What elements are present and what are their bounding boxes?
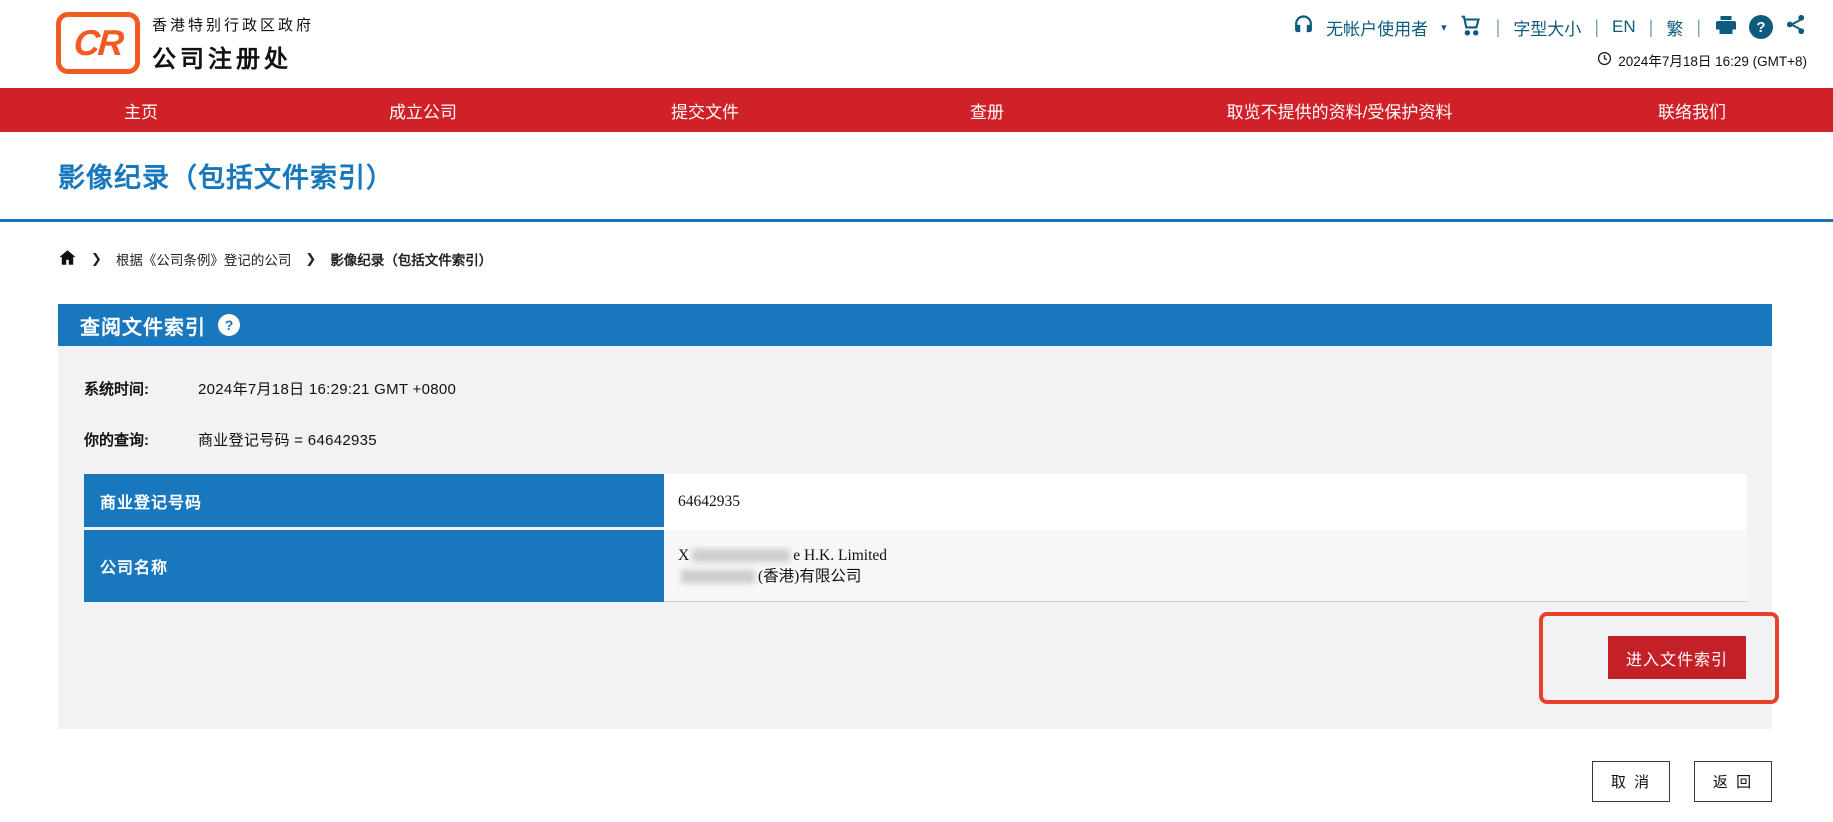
footer-actions: 取 消 返 回	[58, 761, 1772, 802]
title-section: 影像纪录（包括文件索引）	[0, 132, 1833, 222]
nav-item-home[interactable]: 主页	[124, 102, 158, 122]
nav-item-protected-info[interactable]: 取览不提供的资料/受保护资料	[1226, 102, 1453, 122]
separator: |	[1594, 16, 1599, 37]
query-row: 你的查询: 商业登记号码 = 64642935	[84, 399, 1772, 450]
page-title: 影像纪录（包括文件索引）	[58, 163, 394, 193]
nav-item-filing[interactable]: 提交文件	[671, 102, 739, 122]
home-icon[interactable]	[58, 248, 77, 270]
company-name-zh: (香港)有限公司	[678, 566, 1747, 587]
table-row: 商业登记号码 64642935	[84, 474, 1747, 530]
nav-item-contact[interactable]: 联络我们	[1658, 102, 1726, 122]
separator: |	[1648, 16, 1654, 37]
query-label: 你的查询:	[84, 432, 149, 449]
separator: |	[1495, 16, 1501, 37]
enter-document-index-button[interactable]: 进入文件索引	[1608, 636, 1746, 679]
panel-title: 查阅文件索引	[80, 316, 206, 339]
nav-item-incorporation[interactable]: 成立公司	[389, 102, 457, 122]
clock-icon	[1597, 51, 1612, 69]
panel-help-icon[interactable]: ?	[218, 314, 240, 336]
printer-icon[interactable]	[1714, 13, 1738, 42]
cr-logo[interactable]: CR	[56, 12, 140, 74]
nav-item-search[interactable]: 查册	[970, 102, 1004, 122]
cr-logo-text: CR	[72, 22, 124, 63]
breadcrumb-registered-companies[interactable]: 根据《公司条例》登记的公司	[115, 253, 292, 268]
brn-number: 64642935	[678, 493, 740, 510]
system-datetime: 2024年7月18日 16:29 (GMT+8)	[1597, 50, 1807, 70]
query-value: 商业登记号码 = 64642935	[198, 432, 377, 449]
site-header: CR 香港特别行政区政府 公司注册处 无帐户使用者 ▾ | 字型大小 | EN …	[0, 0, 1833, 88]
system-time-value: 2024年7月18日 16:29:21 GMT +0800	[198, 381, 457, 398]
breadcrumb: ❯ 根据《公司条例》登记的公司 ❯ 影像纪录（包括文件索引）	[0, 222, 1833, 270]
lang-trad-chinese-link[interactable]: 繁	[1666, 19, 1684, 39]
font-size-control[interactable]: 字型大小	[1513, 19, 1582, 39]
cart-icon[interactable]	[1458, 12, 1483, 42]
brn-label: 商业登记号码	[84, 474, 664, 530]
panel-header: 查阅文件索引 ?	[58, 304, 1772, 346]
site-titles: 香港特别行政区政府 公司注册处	[152, 14, 314, 74]
share-icon[interactable]	[1784, 13, 1807, 41]
chevron-down-icon[interactable]: ▾	[1441, 21, 1447, 34]
company-name-label: 公司名称	[84, 530, 664, 602]
breadcrumb-current: 影像纪录（包括文件索引）	[330, 253, 493, 268]
headset-icon	[1292, 13, 1315, 41]
gov-title: 香港特别行政区政府	[152, 17, 315, 34]
main-nav: 主页 成立公司 提交文件 查册 取览不提供的资料/受保护资料 联络我们	[0, 88, 1833, 132]
user-menu[interactable]: 无帐户使用者	[1326, 19, 1429, 39]
datetime-text: 2024年7月18日 16:29 (GMT+8)	[1618, 54, 1807, 69]
search-document-index-panel: 查阅文件索引 ? 系统时间: 2024年7月18日 16:29:21 GMT +…	[58, 304, 1779, 729]
breadcrumb-separator: ❯	[91, 251, 102, 266]
cancel-button[interactable]: 取 消	[1592, 761, 1670, 802]
brn-value: 64642935	[664, 474, 1747, 530]
separator: |	[1696, 16, 1701, 37]
utility-bar: 无帐户使用者 ▾ | 字型大小 | EN | 繁 | ?	[1292, 12, 1807, 42]
redaction-blur	[692, 549, 791, 563]
system-time-row: 系统时间: 2024年7月18日 16:29:21 GMT +0800	[84, 346, 1772, 399]
system-time-label: 系统时间:	[84, 381, 149, 398]
lang-en-link[interactable]: EN	[1612, 17, 1636, 36]
back-button[interactable]: 返 回	[1694, 761, 1772, 802]
breadcrumb-separator: ❯	[305, 251, 317, 266]
help-icon[interactable]: ?	[1749, 15, 1773, 39]
redaction-blur	[681, 570, 755, 584]
dept-title: 公司注册处	[152, 46, 292, 73]
